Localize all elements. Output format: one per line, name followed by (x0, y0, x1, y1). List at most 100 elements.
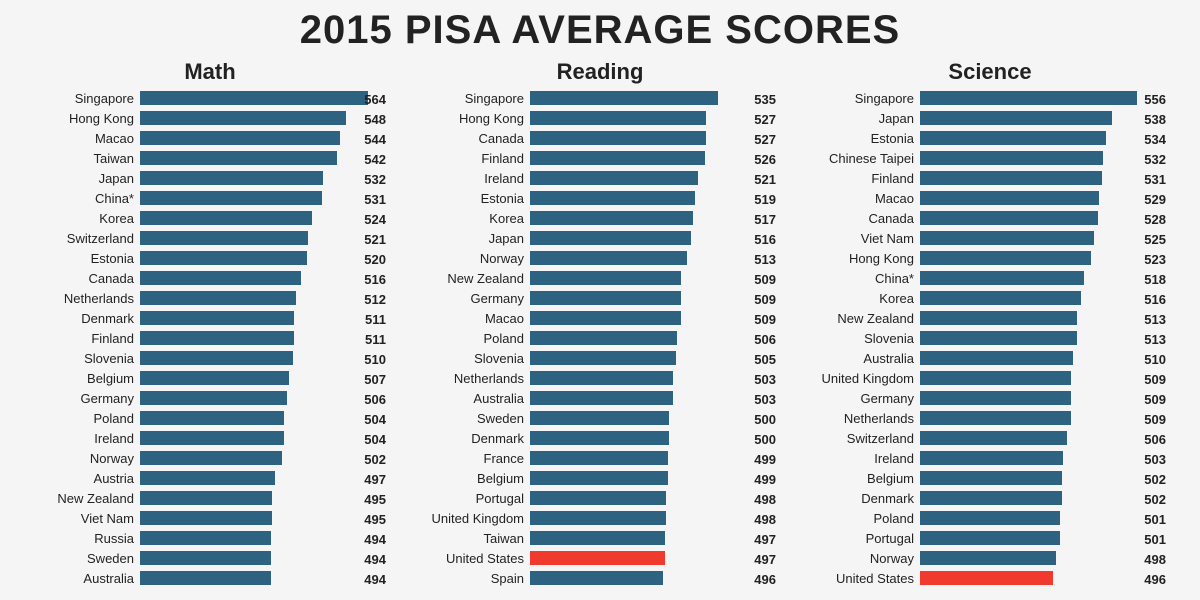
row-value: 532 (364, 171, 386, 189)
bar-track: 506 (530, 331, 780, 345)
bar-track: 519 (530, 191, 780, 205)
row-label: Chinese Taipei (810, 151, 920, 166)
row-label: Estonia (420, 191, 530, 206)
bar-row: Chinese Taipei 532 (810, 149, 1170, 167)
row-label: Norway (420, 251, 530, 266)
row-value: 532 (1144, 151, 1166, 169)
bar-track: 495 (140, 511, 390, 525)
bar-track: 512 (140, 291, 390, 305)
bar-row: Macao544 (30, 129, 390, 147)
bar-fill (140, 331, 294, 345)
bar-track: 503 (920, 451, 1170, 465)
row-value: 503 (1144, 451, 1166, 469)
bar-row: Germany509 (420, 289, 780, 307)
chart-page: 2015 PISA AVERAGE SCORES MathSingapore56… (0, 0, 1200, 600)
bar-fill (140, 231, 308, 245)
row-label: Germany (420, 291, 530, 306)
row-label: Viet Nam (810, 231, 920, 246)
row-label: Australia (30, 571, 140, 586)
row-label: Denmark (420, 431, 530, 446)
row-value: 498 (754, 511, 776, 529)
bar-row: Macao509 (420, 309, 780, 327)
bar-fill (920, 571, 1053, 585)
bar-row: Denmark511 (30, 309, 390, 327)
bar-track: 501 (920, 531, 1170, 545)
row-value: 504 (364, 431, 386, 449)
bar-row: Switzerland506 (810, 429, 1170, 447)
bar-row: Singapore535 (420, 89, 780, 107)
bar-row: Estonia534 (810, 129, 1170, 147)
bar-row: Korea516 (810, 289, 1170, 307)
bar-row: Belgium499 (420, 469, 780, 487)
bar-track: 494 (140, 531, 390, 545)
row-value: 521 (754, 171, 776, 189)
bar-row: Japan532 (30, 169, 390, 187)
row-label: Belgium (420, 471, 530, 486)
bar-track: 509 (920, 391, 1170, 405)
row-label: Singapore (810, 91, 920, 106)
row-value: 556 (1144, 91, 1166, 109)
bar-row: Finland511 (30, 329, 390, 347)
row-value: 496 (754, 571, 776, 589)
row-value: 529 (1144, 191, 1166, 209)
row-label: Norway (30, 451, 140, 466)
bar-track: 527 (530, 131, 780, 145)
bar-fill (920, 191, 1099, 205)
row-label: Korea (30, 211, 140, 226)
row-label: Taiwan (30, 151, 140, 166)
bar-fill (920, 411, 1071, 425)
row-label: New Zealand (420, 271, 530, 286)
bar-fill (140, 491, 272, 505)
bar-row: Japan516 (420, 229, 780, 247)
bar-track: 548 (140, 111, 390, 125)
bar-fill (920, 331, 1077, 345)
bar-row: Denmark502 (810, 489, 1170, 507)
bar-track: 521 (140, 231, 390, 245)
row-label: Russia (30, 531, 140, 546)
column-rows: Singapore535Hong Kong527Canada527Finland… (420, 89, 780, 587)
row-value: 513 (754, 251, 776, 269)
bar-fill (140, 471, 275, 485)
bar-track: 506 (140, 391, 390, 405)
bar-track: 504 (140, 411, 390, 425)
row-label: United Kingdom (810, 371, 920, 386)
row-label: Korea (420, 211, 530, 226)
row-value: 544 (364, 131, 386, 149)
bar-row: New Zealand509 (420, 269, 780, 287)
row-label: United States (810, 571, 920, 586)
row-label: Germany (810, 391, 920, 406)
bar-row: United States497 (420, 549, 780, 567)
bar-fill (530, 171, 698, 185)
row-value: 494 (364, 571, 386, 589)
bar-track: 516 (920, 291, 1170, 305)
bar-track: 509 (920, 371, 1170, 385)
row-label: Japan (420, 231, 530, 246)
row-value: 499 (754, 451, 776, 469)
bar-row: Netherlands503 (420, 369, 780, 387)
chart-columns: MathSingapore564Hong Kong548Macao544Taiw… (0, 59, 1200, 587)
bar-fill (140, 571, 271, 585)
bar-row: United Kingdom498 (420, 509, 780, 527)
bar-fill (530, 431, 669, 445)
row-value: 548 (364, 111, 386, 129)
bar-track: 513 (530, 251, 780, 265)
row-label: Canada (810, 211, 920, 226)
bar-track: 542 (140, 151, 390, 165)
bar-row: Russia494 (30, 529, 390, 547)
bar-fill (920, 271, 1084, 285)
bar-fill (140, 251, 307, 265)
row-value: 506 (1144, 431, 1166, 449)
bar-fill (140, 131, 340, 145)
bar-row: Australia503 (420, 389, 780, 407)
bar-row: Viet Nam525 (810, 229, 1170, 247)
bar-track: 510 (920, 351, 1170, 365)
row-value: 513 (1144, 311, 1166, 329)
bar-track: 510 (140, 351, 390, 365)
bar-track: 497 (530, 551, 780, 565)
row-label: Taiwan (420, 531, 530, 546)
bar-fill (140, 391, 287, 405)
row-value: 521 (364, 231, 386, 249)
row-label: Austria (30, 471, 140, 486)
bar-fill (140, 111, 346, 125)
row-value: 510 (364, 351, 386, 369)
